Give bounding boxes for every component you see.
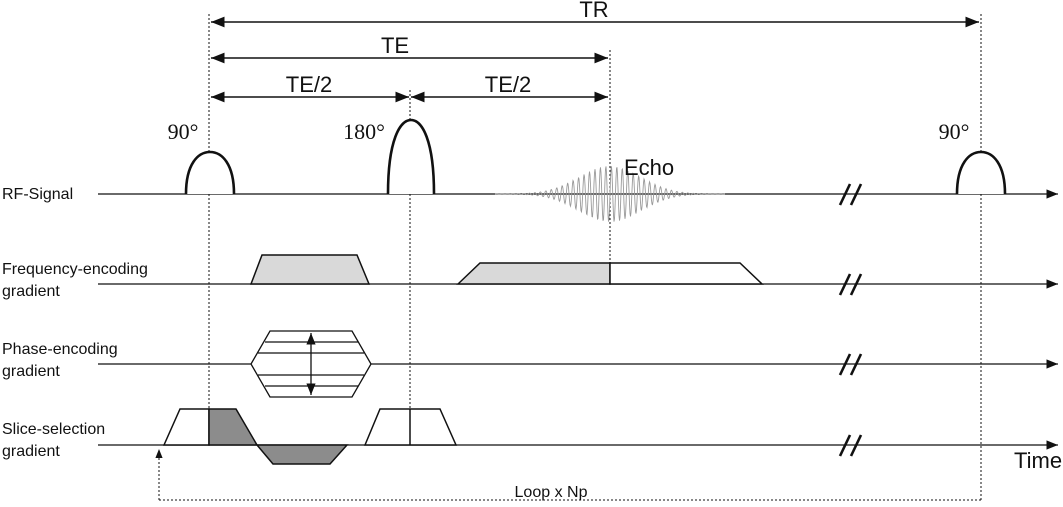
slice-gradient bbox=[162, 408, 458, 465]
rf-pulses bbox=[184, 118, 1007, 195]
frequency-readout-first-half bbox=[456, 262, 611, 285]
axis-breaks bbox=[838, 183, 863, 457]
timing-guides bbox=[208, 14, 982, 500]
rf-pulse-180-label: 180° bbox=[343, 119, 385, 144]
echo-label: Echo bbox=[624, 155, 674, 180]
frequency-gradient bbox=[249, 254, 764, 285]
rf-pulse-90-end bbox=[955, 150, 1007, 195]
tr-label: TR bbox=[579, 0, 608, 22]
double-slash-icon bbox=[838, 273, 863, 296]
slice-rephase-lobe bbox=[208, 408, 259, 446]
row-label-phase-line2: gradient bbox=[2, 363, 60, 380]
rf-pulse-90-start bbox=[184, 150, 236, 195]
rf-pulse-90-end-label: 90° bbox=[939, 119, 970, 144]
row-label-frequency-line2: gradient bbox=[2, 283, 60, 300]
rf-pulse-180 bbox=[386, 118, 436, 195]
baselines bbox=[98, 189, 1058, 450]
double-slash-icon bbox=[838, 434, 863, 457]
slice-select-lobe-90 bbox=[162, 408, 210, 446]
double-slash-icon bbox=[838, 353, 863, 376]
frequency-dephase-lobe bbox=[249, 254, 371, 285]
te-half-1-label: TE/2 bbox=[286, 72, 332, 97]
row-label-phase-line1: Phase-encoding bbox=[2, 341, 118, 358]
timing-brackets bbox=[211, 16, 979, 103]
row-label-slice-line2: gradient bbox=[2, 443, 60, 460]
echo-signal bbox=[494, 166, 726, 222]
loop-bracket bbox=[155, 449, 981, 501]
rf-pulse-90-start-label: 90° bbox=[168, 119, 199, 144]
row-label-slice-line1: Slice-selection bbox=[2, 421, 105, 438]
row-label-rf-signal: RF-Signal bbox=[2, 186, 73, 203]
slice-negative-lobe bbox=[255, 444, 349, 465]
double-slash-icon bbox=[838, 183, 863, 206]
time-axis-label: Time bbox=[1014, 448, 1062, 473]
te-half-2-label: TE/2 bbox=[485, 72, 531, 97]
row-label-frequency-line1: Frequency-encoding bbox=[2, 261, 148, 278]
te-label: TE bbox=[381, 33, 409, 58]
frequency-readout-second-half bbox=[609, 262, 764, 285]
phase-gradient bbox=[250, 330, 372, 398]
loop-label: Loop x Np bbox=[515, 484, 588, 501]
